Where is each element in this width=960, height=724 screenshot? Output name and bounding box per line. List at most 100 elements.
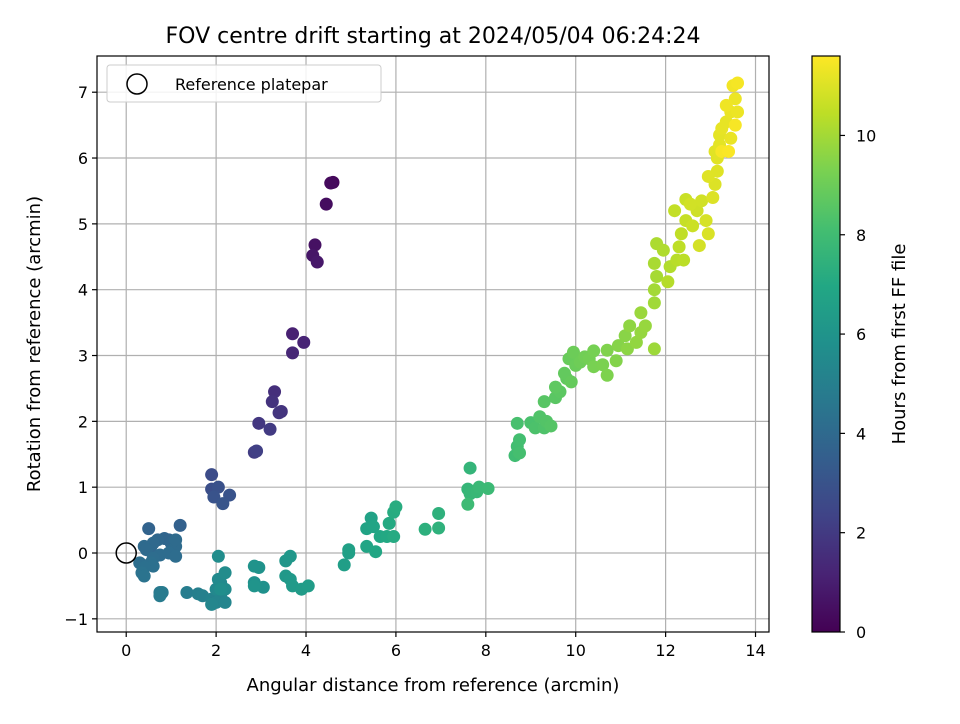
scatter-point [728, 92, 742, 106]
scatter-point [650, 270, 664, 284]
x-tick-label: 2 [211, 641, 221, 660]
colorbar-tick-label: 2 [856, 524, 866, 543]
data-points [115, 76, 745, 611]
scatter-point [286, 327, 300, 341]
scatter-point [618, 329, 632, 343]
scatter-point [513, 433, 527, 447]
reference-platepar-marker [115, 542, 137, 564]
scatter-point [207, 490, 221, 504]
plot-frame [96, 55, 770, 633]
scatter-point [337, 558, 351, 572]
scatter-point [677, 253, 691, 267]
scatter-point [252, 416, 266, 430]
scatter-point [283, 549, 297, 563]
scatter-point [301, 579, 315, 593]
scatter-point [596, 358, 610, 372]
scatter-point [268, 385, 282, 399]
scatter-point [731, 105, 745, 119]
scatter-point [629, 335, 643, 349]
scatter-point [683, 197, 697, 211]
scatter-point [308, 238, 322, 252]
scatter-point [169, 549, 183, 563]
scatter-point [724, 131, 738, 145]
scatter-point [623, 319, 637, 333]
scatter-point [620, 342, 634, 356]
scatter-point [247, 579, 261, 593]
scatter-point [510, 416, 524, 430]
y-tick-label: 0 [78, 544, 88, 563]
scatter-point [216, 497, 230, 511]
y-tick-label: 2 [78, 412, 88, 431]
scatter-point [600, 368, 614, 382]
scatter-point [218, 595, 232, 609]
scatter-point [528, 421, 542, 435]
scatter-point [205, 597, 219, 611]
scatter-point [418, 522, 432, 536]
y-tick-label: 4 [78, 281, 88, 300]
scatter-point [297, 335, 311, 349]
scatter-point [142, 522, 156, 536]
scatter-point [211, 549, 225, 563]
scatter-point [728, 118, 742, 132]
scatter-point [205, 468, 219, 482]
scatter-point [609, 354, 623, 368]
scatter-point [481, 481, 495, 495]
scatter-point [272, 406, 286, 420]
colorbar-tick-label: 4 [856, 424, 866, 443]
colorbar-tick-label: 0 [856, 623, 866, 642]
scatter-point [366, 520, 380, 534]
y-axis-label: Rotation from reference (arcmin) [24, 196, 45, 492]
colorbar-tick-label: 10 [856, 126, 876, 145]
chart-title: FOV centre drift starting at 2024/05/04 … [166, 24, 701, 49]
scatter-point [564, 375, 578, 389]
scatter-point [310, 255, 324, 269]
scatter-point [695, 194, 709, 208]
x-tick-label: 14 [745, 641, 765, 660]
colorbar-fill [812, 56, 840, 632]
scatter-point [342, 543, 356, 557]
x-tick-label: 10 [566, 641, 586, 660]
scatter-point [647, 256, 661, 270]
scatter-point [218, 566, 232, 580]
scatter-point [699, 214, 713, 228]
scatter-point [566, 345, 580, 359]
colorbar-frame [811, 55, 841, 633]
scatter-point [432, 521, 446, 535]
x-tick-label: 12 [655, 641, 675, 660]
scatter-point [600, 343, 614, 357]
scatter-point [668, 204, 682, 218]
scatter-point [656, 243, 670, 257]
colorbar: 0 2 4 6 8 10 Hours from first FF file [811, 55, 910, 642]
scatter-point [263, 422, 277, 436]
scatter-point [719, 98, 733, 112]
scatter-point [214, 582, 228, 596]
grid-lines [97, 56, 769, 632]
scatter-point [169, 533, 183, 547]
scatter-point [661, 275, 675, 289]
colorbar-tick-label: 8 [856, 226, 866, 245]
legend-box [106, 64, 382, 103]
scatter-point [647, 283, 661, 297]
x-tick-label: 8 [481, 641, 491, 660]
scatter-point [389, 500, 403, 514]
scatter-point [247, 559, 261, 573]
legend: Reference platepar [106, 64, 382, 103]
scatter-point [137, 569, 151, 583]
scatter-point [461, 497, 475, 511]
scatter-point [324, 176, 338, 190]
scatter-point [544, 419, 558, 433]
scatter-point [686, 219, 700, 233]
scatter-point [548, 380, 562, 394]
scatter-point [153, 589, 167, 603]
scatter-point [463, 461, 477, 475]
scatter-point [731, 76, 745, 90]
y-tick-label: 5 [78, 215, 88, 234]
x-tick-label: 4 [301, 641, 311, 660]
scatter-point [265, 395, 279, 409]
y-tick-label: 1 [78, 478, 88, 497]
legend-reference-label: Reference platepar [175, 75, 328, 94]
scatter-point [701, 227, 715, 241]
y-tick-label: 6 [78, 149, 88, 168]
scatter-point [722, 144, 736, 158]
scatter-point [382, 516, 396, 530]
